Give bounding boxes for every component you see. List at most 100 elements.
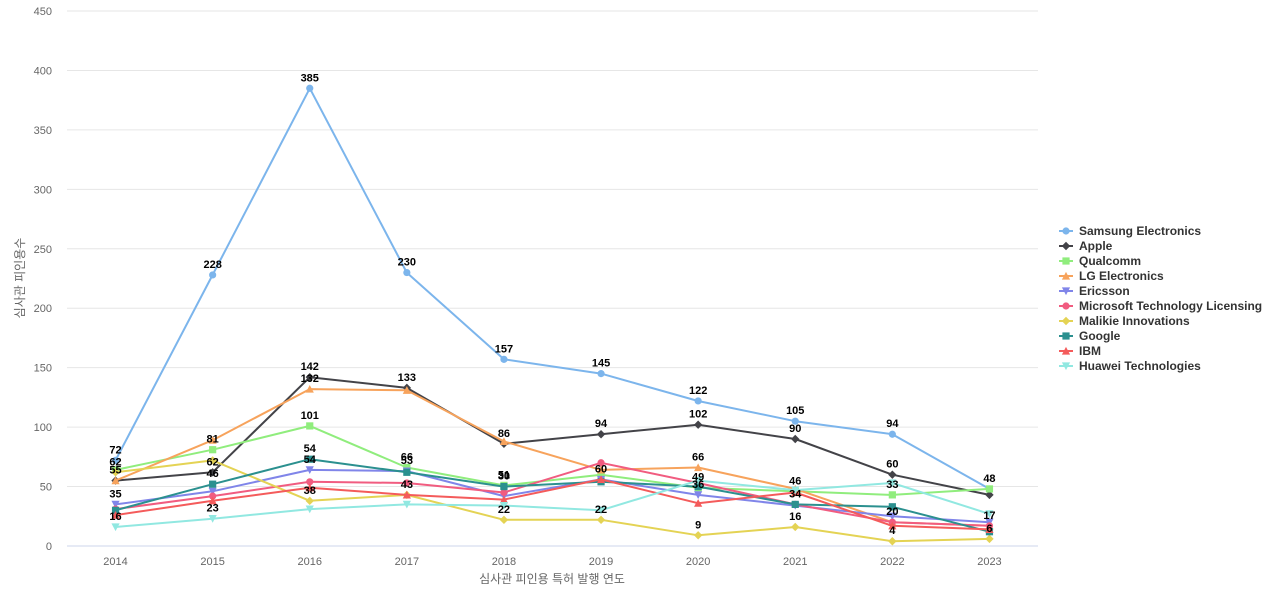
legend-item-apple[interactable]: Apple: [1059, 239, 1113, 253]
data-label: 132: [301, 373, 319, 385]
data-point: [111, 510, 120, 519]
data-point: [888, 470, 897, 479]
data-point: [209, 446, 217, 454]
legend-label: Malikie Innovations: [1079, 314, 1190, 328]
y-tick-label: 150: [34, 363, 52, 375]
legend-item-huawei-technologies[interactable]: Huawei Technologies: [1059, 359, 1201, 373]
data-point: [791, 486, 800, 495]
data-point: [985, 485, 994, 493]
data-point: [888, 521, 897, 530]
y-axis-title: 심사관 피인용수: [13, 238, 27, 319]
data-label: 133: [398, 372, 416, 384]
x-tick-label: 2023: [977, 556, 1001, 568]
series-line: [114, 459, 991, 543]
data-label: 22: [595, 504, 607, 516]
data-point: [500, 355, 508, 363]
legend-item-qualcomm[interactable]: Qualcomm: [1059, 254, 1141, 268]
series-huawei-technologies: [111, 477, 994, 532]
legend-item-google[interactable]: Google: [1059, 329, 1121, 343]
data-point: [499, 495, 509, 504]
data-point: [597, 471, 605, 479]
legend-item-microsoft-technology-licensing[interactable]: Microsoft Technology Licensing: [1059, 299, 1262, 313]
data-label: 157: [495, 343, 513, 355]
legend-marker: [1061, 241, 1071, 251]
legend-item-ericsson[interactable]: Ericsson: [1059, 284, 1130, 298]
data-point: [402, 386, 411, 394]
data-point: [888, 479, 897, 488]
data-point: [596, 515, 606, 525]
data-point: [597, 459, 605, 467]
data-point: [208, 515, 217, 523]
data-point: [111, 476, 120, 485]
data-point: [596, 465, 606, 474]
data-label: 33: [886, 479, 898, 491]
data-label: 17: [983, 510, 995, 522]
legend-label: Qualcomm: [1079, 254, 1141, 268]
x-tick-label: 2017: [395, 556, 419, 568]
legend-label: Ericsson: [1079, 284, 1130, 298]
data-point: [111, 456, 120, 464]
data-label: 49: [692, 472, 704, 484]
data-point: [791, 522, 800, 532]
legend-item-ibm[interactable]: IBM: [1059, 344, 1101, 358]
data-label: 54: [304, 454, 317, 466]
series-line: [114, 87, 991, 490]
data-point: [305, 496, 314, 506]
data-label: 94: [595, 418, 608, 430]
legend-item-lg-electronics[interactable]: LG Electronics: [1059, 269, 1164, 283]
data-label: 94: [886, 418, 899, 430]
data-point: [305, 384, 314, 393]
legend-label: Apple: [1079, 239, 1113, 253]
data-point: [888, 503, 896, 511]
data-label: 142: [301, 361, 319, 373]
data-point: [888, 491, 896, 499]
data-label: 66: [401, 452, 413, 464]
data-label: 62: [109, 456, 121, 468]
data-point: [403, 468, 411, 476]
data-label: 81: [207, 434, 219, 446]
data-point: [694, 482, 702, 491]
series-google: [111, 455, 994, 536]
data-point: [305, 466, 314, 475]
legend-marker: [1061, 316, 1071, 326]
x-tick-label: 2021: [783, 556, 807, 568]
data-label: 16: [109, 511, 121, 523]
data-point: [305, 505, 314, 514]
data-point: [111, 523, 120, 532]
series-line: [114, 424, 991, 496]
data-point: [208, 436, 217, 444]
data-point: [888, 537, 897, 546]
legend-marker: [1061, 271, 1071, 280]
x-tick-label: 2016: [298, 556, 322, 568]
data-point: [985, 510, 994, 518]
data-label: 90: [789, 423, 801, 435]
data-point: [208, 456, 217, 465]
data-point: [694, 477, 703, 485]
data-point: [888, 430, 896, 438]
data-label: 22: [498, 504, 510, 516]
x-axis: 2014 2015 2016 2017 2018 2019 2020 2021 2022 2023: [103, 556, 1001, 568]
data-point: [596, 475, 606, 484]
data-point: [209, 480, 217, 488]
data-label: 145: [592, 358, 610, 370]
data-point: [791, 500, 799, 508]
data-point: [694, 397, 702, 405]
data-label: 4: [889, 525, 896, 537]
legend-marker: [1062, 332, 1070, 340]
data-point: [306, 455, 314, 463]
series-line: [114, 479, 991, 528]
data-point: [693, 531, 703, 540]
data-label: 105: [786, 405, 804, 417]
legend-item-malikie-innovations[interactable]: Malikie Innovations: [1059, 314, 1190, 328]
legend-item-samsung-electronics[interactable]: Samsung Electronics: [1059, 224, 1201, 238]
series-malikie-innovations: [111, 456, 994, 546]
data-label: 54: [304, 443, 317, 455]
data-label: 228: [203, 259, 221, 271]
y-tick-label: 300: [34, 184, 52, 196]
x-tick-label: 2015: [200, 556, 224, 568]
x-tick-label: 2014: [103, 556, 127, 568]
data-point: [499, 515, 509, 525]
data-point: [209, 271, 217, 279]
